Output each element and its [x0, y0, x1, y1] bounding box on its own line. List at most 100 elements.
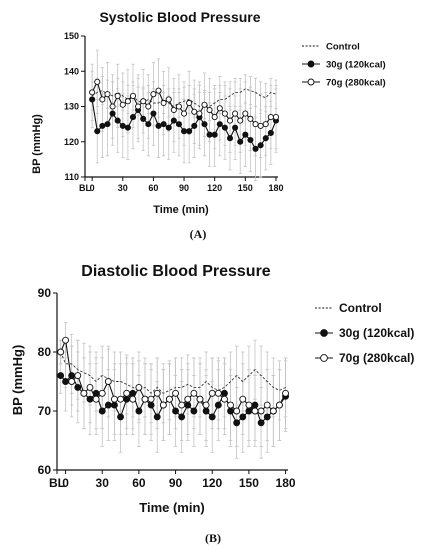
panel-a-data-point — [94, 128, 101, 135]
panel-a-legend-label: 30g (120kcal) — [326, 59, 386, 70]
panel-b-data-point — [92, 395, 100, 403]
panel-a-data-point — [129, 92, 137, 99]
panel-a-data-point — [242, 131, 249, 138]
panel-b-data-point — [57, 348, 65, 356]
panel-b-data-point — [282, 389, 290, 397]
panel-b-data-point — [98, 389, 106, 397]
panel-b-data-point — [62, 336, 70, 344]
panel-b-data-point — [80, 389, 88, 397]
panel-a-data-point — [155, 87, 162, 94]
panel-a-data-point — [211, 114, 218, 121]
panel-b-data-point — [257, 407, 265, 415]
panel-b-data-point — [239, 395, 247, 403]
panel-a-data-point — [191, 122, 198, 129]
panel-b-data-point — [202, 407, 210, 415]
panel-b-ylabel: BP (mmHg) — [10, 345, 25, 416]
panel-a-data-point — [89, 89, 96, 96]
panel-b-legend-label: Control — [339, 301, 382, 315]
panel-b-diastolic: Diastolic Blood Pressure BP (mmHg) Time … — [10, 263, 414, 545]
panel-a-data-point — [170, 117, 177, 124]
panel-a-data-point — [114, 92, 121, 99]
panel-b-data-point — [190, 407, 198, 415]
panel-a-x-tick-label: 30 — [118, 183, 128, 193]
panel-a-data-point — [165, 96, 172, 103]
panel-a-data-point — [247, 115, 254, 122]
panel-a-data-point — [221, 110, 228, 117]
panel-b-data-point — [178, 401, 186, 409]
panel-a-data-point — [257, 142, 264, 149]
panel-a-data-point — [129, 114, 137, 121]
panel-a-data-point — [135, 103, 142, 110]
panel-b-data-point — [117, 395, 125, 403]
panel-b-data-point — [110, 395, 118, 403]
panel-b-data-point — [159, 401, 167, 409]
panel-a-data-point — [232, 110, 239, 117]
panel-b-data-point — [184, 401, 192, 409]
panel-a-legend-item-0: Control — [302, 41, 360, 52]
panel-b-data-point — [214, 389, 222, 397]
panel-b-data-point — [104, 401, 112, 409]
panel-b-data-point — [74, 383, 82, 391]
panel-b-data-point — [147, 395, 155, 403]
panel-a-y-tick-label: 120 — [64, 137, 79, 147]
panel-a-x-tick-label: 0 — [90, 183, 95, 193]
panel-a-legend-swatch-marker — [307, 60, 315, 68]
panel-a-data-point — [145, 103, 152, 110]
panel-b-data-point — [68, 378, 76, 385]
panel-a-data-point — [124, 98, 131, 105]
panel-a-data-point — [89, 96, 96, 103]
panel-a-data-point — [150, 110, 157, 117]
panel-b-data-point — [98, 407, 106, 415]
panel-b-data-point — [208, 413, 216, 421]
panel-a-data-point — [272, 114, 280, 121]
panel-a-data-point — [99, 96, 106, 103]
panel-b-legend-swatch-marker — [320, 354, 328, 362]
panel-a-data-point — [181, 128, 188, 135]
panel-a-data-point — [221, 124, 228, 131]
panel-a-legend-item-2: 70g (280kcal) — [302, 77, 386, 88]
panel-a-data-point — [206, 106, 213, 114]
panel-a-data-point — [160, 99, 167, 107]
panel-b-data-point — [263, 413, 271, 421]
panel-b-data-point — [269, 407, 277, 415]
panel-a-data-point — [196, 110, 203, 117]
panel-a-data-point — [262, 135, 269, 142]
panel-b-x-tick-label: 0 — [62, 476, 69, 490]
panel-a-data-point — [211, 131, 218, 138]
panel-b-x-tick-label: BL — [49, 476, 65, 490]
panel-b-y-tick-label: 90 — [38, 286, 52, 300]
panel-b-legend: Control 30g (120kcal) 70g (280kcal) — [315, 301, 414, 365]
panel-a-data-point — [99, 122, 106, 129]
panel-b-data-point — [57, 372, 65, 380]
panel-a-data-point — [150, 91, 157, 98]
panel-a-y-tick-label: 110 — [64, 172, 79, 182]
panel-a-series-line-0 — [91, 88, 277, 108]
panel-b-data-point — [220, 389, 228, 397]
panel-b-data-point — [86, 395, 94, 403]
panel-b-data-point — [141, 395, 149, 403]
panel-a-title: Systolic Blood Pressure — [99, 9, 260, 25]
panel-b-data-point — [172, 389, 180, 397]
panel-b-series-line-0 — [60, 351, 286, 394]
panel-a-data-point — [262, 121, 269, 128]
panel-b-data-point — [74, 372, 82, 380]
panel-b-data-point — [239, 413, 247, 421]
panel-b-data-point — [123, 395, 131, 403]
panel-a-data-point — [257, 122, 264, 129]
panel-b-data-point — [62, 378, 70, 385]
panel-a-data-point — [247, 136, 254, 144]
panel-a-legend-label: Control — [326, 41, 360, 52]
panel-a-data-point — [267, 114, 274, 121]
panel-a-data-point — [216, 105, 223, 112]
panel-a-data-point — [252, 145, 259, 152]
panel-b-data-point — [233, 419, 241, 427]
panel-b-title: Diastolic Blood Pressure — [81, 263, 270, 280]
panel-a-data-point — [119, 122, 126, 129]
panel-b-data-point — [153, 413, 161, 421]
panel-b-data-point — [86, 383, 94, 391]
panel-b-legend-label: 30g (120kcal) — [339, 326, 414, 340]
panel-b-data-point — [251, 407, 259, 415]
panel-a-y-tick-label: 140 — [64, 66, 79, 76]
panel-b-x-tick-label: 180 — [276, 476, 296, 490]
